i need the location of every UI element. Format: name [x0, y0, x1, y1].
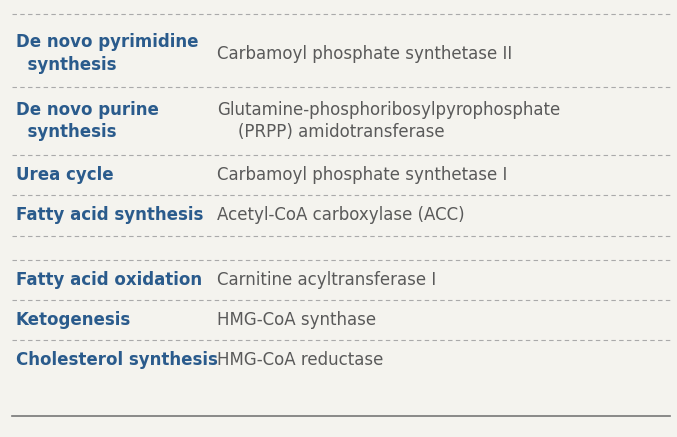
Text: Carbamoyl phosphate synthetase II: Carbamoyl phosphate synthetase II: [217, 45, 512, 62]
Text: Carnitine acyltransferase I: Carnitine acyltransferase I: [217, 271, 436, 289]
Text: De novo purine
  synthesis: De novo purine synthesis: [16, 101, 158, 141]
Text: Acetyl-CoA carboxylase (ACC): Acetyl-CoA carboxylase (ACC): [217, 206, 464, 225]
Text: Glutamine-phosphoribosylpyrophosphate
    (PRPP) amidotransferase: Glutamine-phosphoribosylpyrophosphate (P…: [217, 101, 560, 141]
Text: HMG-CoA synthase: HMG-CoA synthase: [217, 311, 376, 329]
Text: Ketogenesis: Ketogenesis: [16, 311, 131, 329]
Text: Fatty acid oxidation: Fatty acid oxidation: [16, 271, 202, 289]
Text: Urea cycle: Urea cycle: [16, 166, 113, 184]
Text: De novo pyrimidine
  synthesis: De novo pyrimidine synthesis: [16, 34, 198, 73]
Text: HMG-CoA reductase: HMG-CoA reductase: [217, 351, 383, 369]
Text: Carbamoyl phosphate synthetase I: Carbamoyl phosphate synthetase I: [217, 166, 507, 184]
Text: Cholesterol synthesis: Cholesterol synthesis: [16, 351, 217, 369]
Text: Fatty acid synthesis: Fatty acid synthesis: [16, 206, 203, 225]
